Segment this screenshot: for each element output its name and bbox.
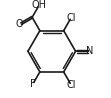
Text: Cl: Cl <box>66 80 76 90</box>
Text: Cl: Cl <box>66 13 76 23</box>
Text: O: O <box>15 19 23 29</box>
Text: N: N <box>86 46 93 56</box>
Text: F: F <box>30 79 36 89</box>
Text: OH: OH <box>31 0 46 10</box>
